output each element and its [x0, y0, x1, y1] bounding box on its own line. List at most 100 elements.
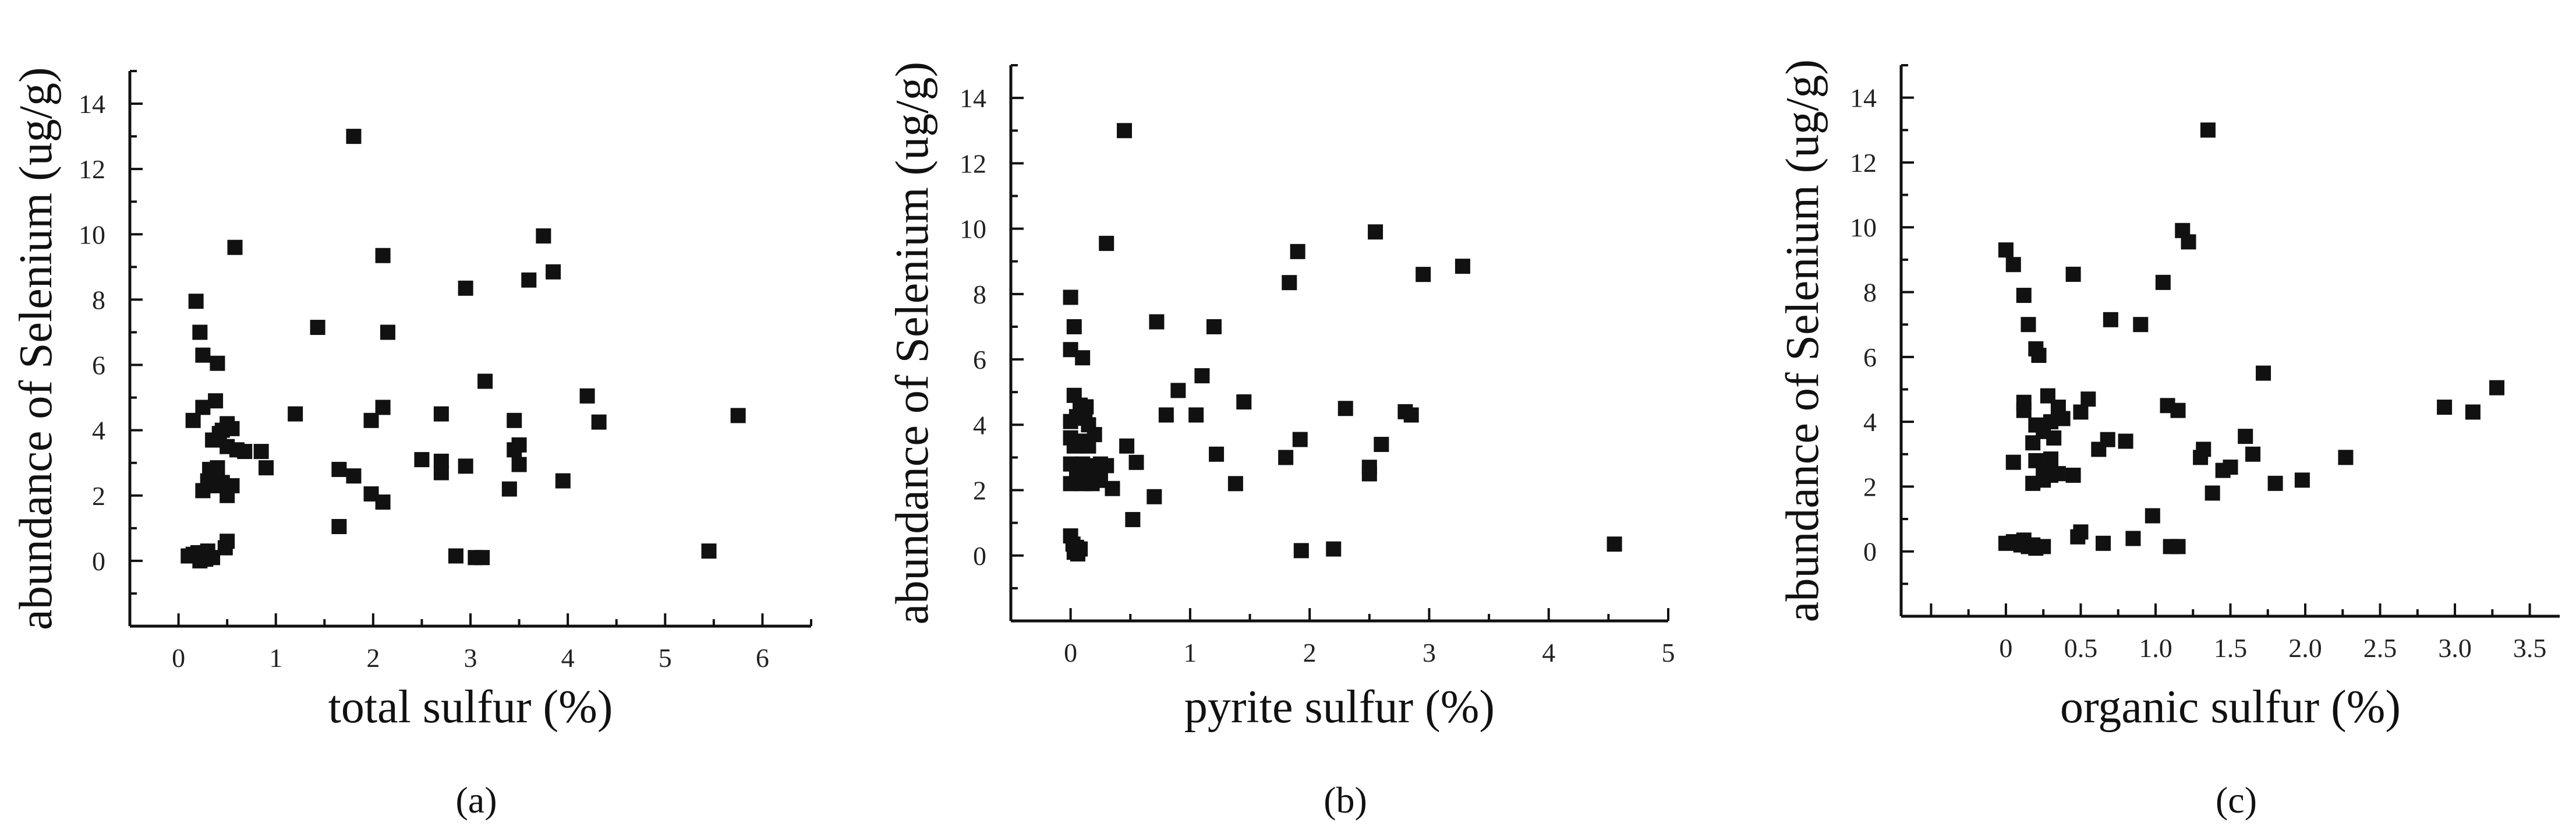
data-point [259, 460, 274, 476]
x-tick-label: 5 [659, 643, 672, 673]
x-tick-label: 0 [172, 643, 185, 673]
data-point [195, 347, 211, 363]
data-point [1099, 235, 1114, 251]
panel-caption: (b) [1324, 779, 1367, 821]
x-axis-title: pyrite sulfur (%) [1184, 681, 1495, 733]
y-tick-label: 6 [973, 345, 986, 375]
y-tick-label: 14 [1850, 83, 1877, 113]
data-point [511, 457, 527, 472]
data-point [2065, 266, 2081, 282]
x-tick-label: 0 [1064, 638, 1077, 668]
data-point [210, 460, 225, 476]
data-point [2145, 508, 2160, 524]
y-tick-label: 10 [960, 214, 986, 244]
data-point [1194, 368, 1210, 384]
x-tick-label: 1.0 [2139, 633, 2172, 663]
data-point [1282, 275, 1297, 291]
x-tick-label: 3.0 [2438, 633, 2472, 663]
data-point [2005, 454, 2021, 470]
data-point [414, 452, 430, 468]
data-point [375, 248, 391, 263]
data-point [2021, 317, 2036, 333]
data-point [2238, 429, 2253, 444]
data-point [346, 468, 362, 484]
y-tick-label: 4 [973, 410, 986, 440]
data-point [2181, 234, 2196, 250]
data-point [1236, 394, 1252, 410]
data-point [2073, 524, 2089, 540]
data-point [2005, 257, 2021, 273]
data-point [1188, 407, 1204, 423]
data-point [2196, 442, 2211, 457]
y-tick-label: 8 [92, 285, 105, 315]
data-point [253, 444, 269, 460]
y-tick-label: 14 [960, 83, 986, 113]
y-tick-label: 0 [973, 541, 986, 571]
data-point [185, 412, 201, 428]
data-point [2489, 380, 2505, 395]
x-axis-title: total sulfur (%) [328, 681, 613, 733]
data-point [2294, 472, 2310, 488]
data-point [501, 481, 517, 497]
data-point [2046, 430, 2062, 446]
data-point [1368, 224, 1383, 240]
data-point [224, 421, 240, 436]
data-point [1998, 242, 2014, 258]
data-point [1105, 481, 1120, 496]
data-point [2031, 348, 2047, 363]
data-point [2065, 467, 2081, 483]
y-tick-label: 12 [1850, 148, 1877, 178]
data-point [1081, 438, 1096, 454]
data-point [220, 488, 235, 503]
data-point [591, 414, 607, 430]
data-point [2080, 391, 2096, 407]
y-axis-title: abundance of Selenium (ug/g) [10, 67, 62, 630]
data-point [1326, 541, 1342, 557]
x-tick-label: 0 [1999, 633, 2012, 663]
data-point [477, 373, 493, 389]
data-point [205, 550, 221, 566]
data-point [2050, 466, 2066, 482]
data-point [288, 406, 303, 422]
data-point [1290, 243, 1305, 259]
data-point [2073, 404, 2089, 420]
data-point [2437, 400, 2453, 415]
x-tick-label: 3.5 [2513, 633, 2547, 663]
x-tick-label: 1.5 [2214, 633, 2248, 663]
y-tick-label: 2 [973, 476, 986, 506]
data-point [1361, 460, 1377, 475]
data-point [1293, 543, 1309, 559]
x-tick-label: 0.5 [2064, 633, 2098, 663]
data-point [1206, 319, 1222, 334]
x-tick-label: 4 [1542, 638, 1555, 668]
y-tick-label: 14 [79, 89, 105, 119]
data-point [2465, 404, 2481, 420]
y-tick-label: 6 [92, 351, 105, 380]
y-tick-label: 0 [1863, 537, 1877, 567]
data-point [2223, 460, 2238, 475]
data-point [2016, 402, 2032, 418]
y-tick-label: 0 [92, 546, 105, 576]
data-point [1607, 536, 1622, 552]
data-point [2256, 365, 2271, 381]
data-point [546, 264, 561, 280]
data-point [2103, 312, 2118, 327]
data-point [1063, 289, 1078, 305]
y-tick-label: 2 [92, 481, 105, 511]
data-point [2036, 472, 2051, 488]
data-point [507, 412, 522, 428]
data-point [2267, 475, 2283, 491]
data-point [1416, 267, 1431, 282]
data-point [448, 548, 463, 564]
x-tick-label: 4 [561, 643, 575, 673]
data-point [475, 550, 490, 566]
data-point [1209, 446, 1225, 462]
y-tick-label: 2 [1863, 472, 1877, 502]
data-point [2200, 122, 2216, 138]
data-point [2096, 535, 2111, 551]
data-point [1075, 350, 1091, 366]
panel-caption: (c) [2216, 779, 2257, 821]
